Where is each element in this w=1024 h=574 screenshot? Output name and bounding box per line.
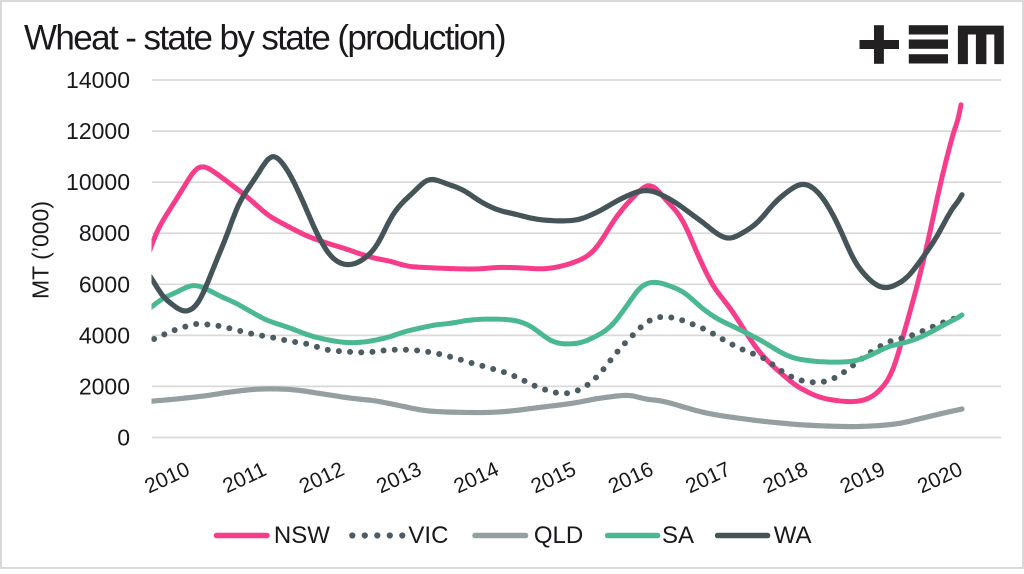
svg-text:QLD: QLD: [534, 522, 583, 549]
svg-text:WA: WA: [774, 522, 812, 549]
svg-text:10000: 10000: [66, 169, 130, 195]
svg-text:0: 0: [117, 425, 130, 451]
svg-text:6000: 6000: [79, 271, 130, 297]
svg-text:8000: 8000: [79, 220, 130, 246]
svg-text:MT (’000): MT (’000): [28, 201, 54, 299]
svg-text:VIC: VIC: [408, 522, 448, 549]
svg-text:2000: 2000: [79, 373, 130, 399]
svg-text:14000: 14000: [66, 67, 130, 93]
svg-text:12000: 12000: [66, 118, 130, 144]
svg-text:NSW: NSW: [274, 522, 330, 549]
svg-text:4000: 4000: [79, 322, 130, 348]
svg-text:SA: SA: [662, 522, 694, 549]
svg-text:Wheat - state by state (produc: Wheat - state by state (production): [24, 19, 505, 58]
